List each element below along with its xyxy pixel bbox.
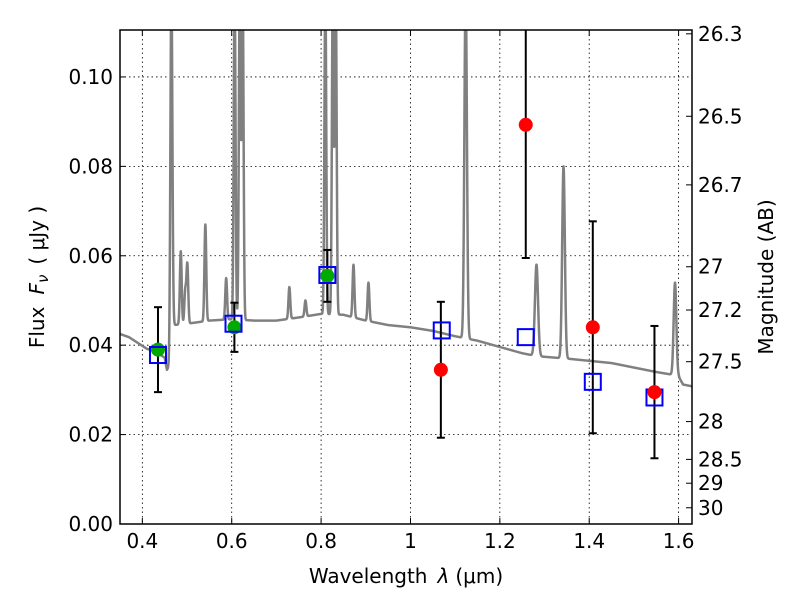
observed-detections-point [320,268,335,283]
y-tick-label: 0.02 [68,423,113,447]
y2-tick-label: 27 [698,255,723,279]
model-photometry-box [224,314,243,333]
model-photometry-box [148,346,167,365]
y-axis-label: FluxFν( μJy ) [25,206,52,348]
y2-tick-label: 26.5 [698,104,743,128]
y-tick-label: 0.10 [68,65,113,89]
axis-ticks: 0.4 0.6 0.8 1 1.2 1.4 1.6 0.00 0.02 0.04 0.06 0.08 0… [68,22,742,553]
markers [148,117,664,407]
observed-limits-point [647,385,662,400]
x-tick-label: 1.2 [484,529,516,553]
y2-tick-label: 26.7 [698,173,743,197]
model-photometry-box [516,328,535,347]
observed-limits-point [585,320,600,335]
model-photometry-box [583,372,602,391]
plot-area [120,30,692,460]
model-photometry-box [318,265,337,284]
x-tick-label: 1.4 [573,529,605,553]
model-photometry-box [432,321,451,340]
y2-tick-label: 26.3 [698,22,743,46]
observed-detections-point [150,342,165,357]
y-tick-label: 0.00 [68,512,113,536]
x-axis-label: Wavelength λ (μm) [309,564,503,588]
y2-tick-label: 30 [698,496,723,520]
x-tick-label: 1 [404,529,417,553]
observed-limits-point [518,117,533,132]
x-tick-label: 1.6 [663,529,695,553]
y2-tick-label: 27.5 [698,350,743,374]
observed-limits-point [433,362,448,377]
y-tick-label: 0.04 [68,333,113,357]
y-tick-label: 0.08 [68,154,113,178]
plot-frame [119,29,693,525]
x-tick-label: 0.4 [126,529,158,553]
plot-background [120,30,692,524]
y-tick-label: 0.06 [68,244,113,268]
model-spectrum-line [120,30,692,388]
y2-tick-label: 27.2 [698,298,743,322]
y2-tick-label: 28 [698,410,723,434]
x-tick-label: 0.6 [216,529,248,553]
y2-tick-label: 28.5 [698,447,743,471]
x-tick-label: 0.8 [305,529,337,553]
y2-tick-label: 29 [698,471,723,495]
y2-axis-label: Magnitude (AB) [754,199,778,354]
